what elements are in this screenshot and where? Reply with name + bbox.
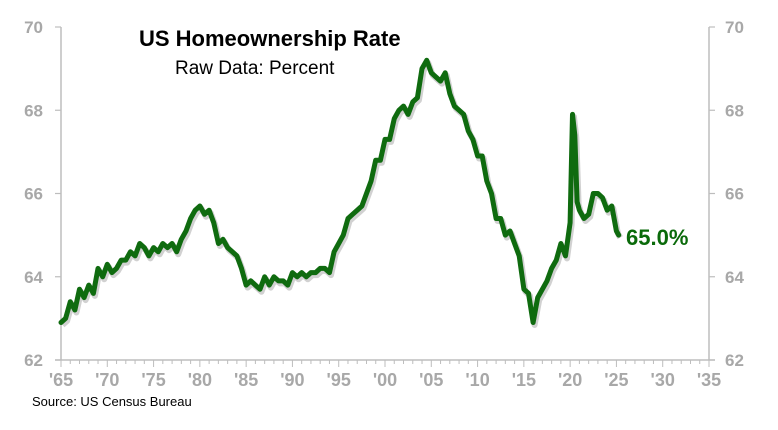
x-tick-label: '75 bbox=[141, 370, 165, 390]
x-tick-label: '70 bbox=[95, 370, 119, 390]
y-tick-label-right: 62 bbox=[725, 351, 744, 370]
y-tick-label-right: 66 bbox=[725, 185, 744, 204]
x-tick-label: '85 bbox=[234, 370, 258, 390]
x-tick-label: '10 bbox=[465, 370, 489, 390]
x-tick-label: '30 bbox=[651, 370, 675, 390]
y-tick-label-left: 62 bbox=[24, 351, 43, 370]
x-tick-label: '95 bbox=[327, 370, 351, 390]
x-tick-label: '35 bbox=[697, 370, 721, 390]
x-tick-label: '65 bbox=[49, 370, 73, 390]
chart-subtitle: Raw Data: Percent bbox=[175, 58, 335, 79]
x-tick-label: '05 bbox=[419, 370, 443, 390]
plot-area bbox=[58, 57, 623, 328]
x-tick-label: '15 bbox=[512, 370, 536, 390]
y-tick-label-left: 68 bbox=[24, 101, 43, 120]
latest-value-annotation: 65.0% bbox=[626, 225, 689, 250]
homeownership-rate-line bbox=[58, 57, 622, 325]
x-tick-label: '25 bbox=[604, 370, 628, 390]
x-tick-label: '80 bbox=[188, 370, 212, 390]
y-tick-label-left: 66 bbox=[24, 185, 43, 204]
chart-title: US Homeownership Rate bbox=[139, 26, 401, 51]
y-tick-label-right: 64 bbox=[725, 268, 744, 287]
chart-axes: 62 62 64 64 66 66 68 68 70 70 '65 '70 '75 '80 '85 '90 '9… bbox=[24, 18, 744, 390]
x-tick-label: '00 bbox=[373, 370, 397, 390]
y-tick-label-left: 64 bbox=[24, 268, 43, 287]
source-note: Source: US Census Bureau bbox=[32, 394, 192, 409]
y-tick-label-left: 70 bbox=[24, 18, 43, 37]
y-tick-label-right: 68 bbox=[725, 101, 744, 120]
x-tick-label: '20 bbox=[558, 370, 582, 390]
y-tick-label-right: 70 bbox=[725, 18, 744, 37]
x-tick-label: '90 bbox=[280, 370, 304, 390]
